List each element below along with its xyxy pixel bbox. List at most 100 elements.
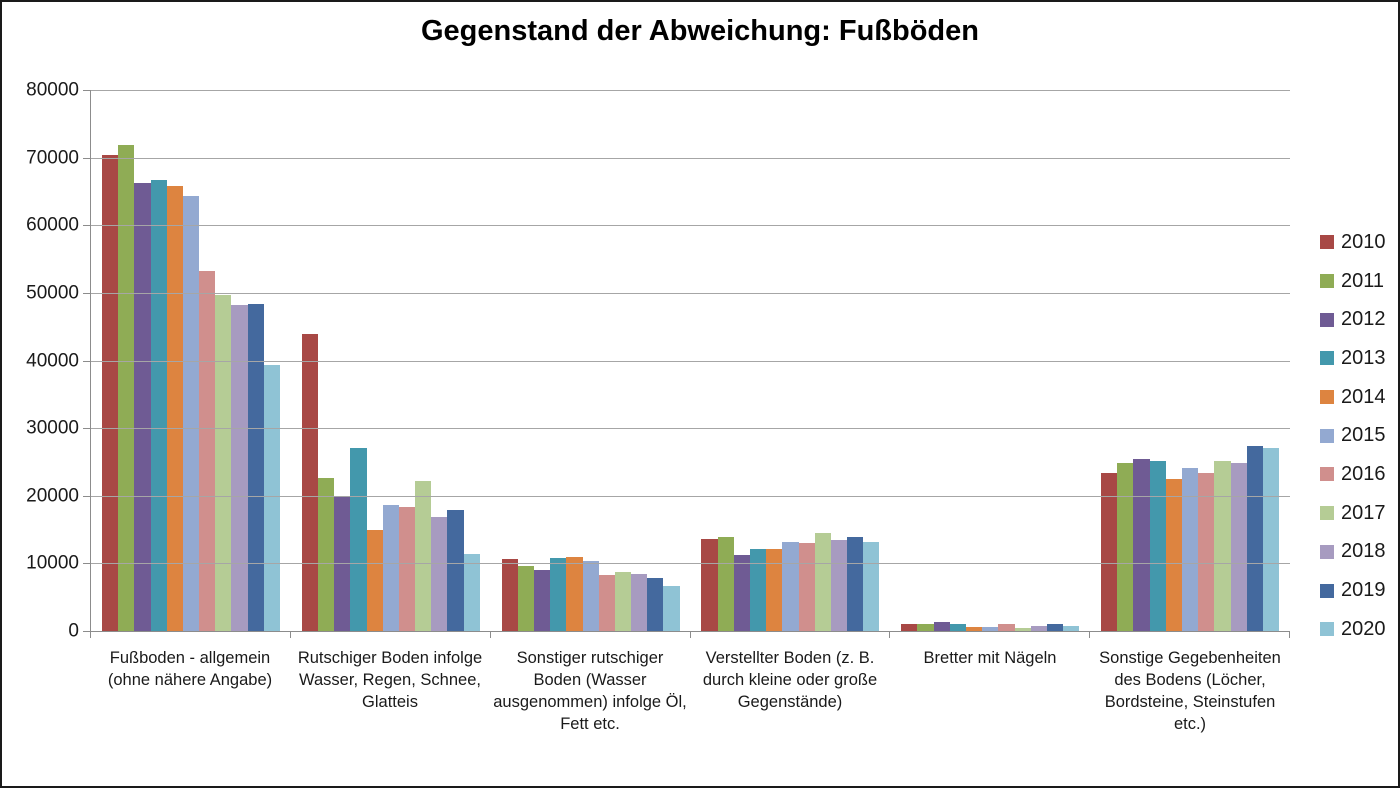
bar-2013 — [150, 179, 167, 631]
bar-2018 — [631, 574, 648, 631]
legend-label: 2020 — [1341, 617, 1386, 640]
y-axis-tick-label: 80000 — [26, 79, 79, 101]
x-axis-tick — [689, 631, 691, 638]
x-axis-tick — [1089, 631, 1091, 638]
bar-2013 — [350, 448, 367, 631]
bar-2010 — [901, 623, 918, 631]
bar-2014 — [766, 549, 783, 631]
bar-2012 — [1133, 458, 1150, 631]
y-axis-tick-label: 60000 — [26, 214, 79, 236]
legend-item-2016: 2016 — [1320, 455, 1386, 494]
legend-swatch-icon — [1320, 312, 1334, 327]
legend: 2010 2011 2012 2013 2014 2015 2016 2017 2018 2019… — [1320, 223, 1386, 649]
legend-label: 2018 — [1341, 540, 1386, 563]
legend-swatch-icon — [1320, 390, 1334, 405]
legend-swatch-icon — [1320, 506, 1334, 521]
y-axis-tick-label: 70000 — [26, 147, 79, 169]
category-label: Fußboden - allgemein (ohne nähere Angabe… — [107, 649, 273, 689]
bar-2017 — [814, 532, 831, 631]
legend-label: 2017 — [1341, 501, 1386, 524]
bar-2016 — [199, 271, 216, 631]
legend-label: 2010 — [1341, 230, 1386, 253]
y-axis-tick — [83, 90, 91, 91]
x-axis-tick — [289, 631, 291, 638]
y-axis-tick-label: 10000 — [26, 552, 79, 574]
y-axis-tick-label: 40000 — [26, 350, 79, 371]
legend-label: 2012 — [1341, 308, 1386, 331]
legend-item-2020: 2020 — [1320, 610, 1386, 649]
x-axis-tick — [889, 631, 891, 638]
x-axis-tick — [90, 631, 91, 638]
bar-2011 — [917, 624, 934, 631]
x-axis-category-labels: Fußboden - allgemein (ohne nähere Angabe… — [90, 648, 1290, 736]
bar-2017 — [1014, 627, 1031, 631]
bar-2019 — [647, 578, 664, 631]
bar-2015 — [582, 560, 599, 631]
bar-group — [491, 90, 691, 631]
y-axis-tick-label: 50000 — [26, 282, 79, 304]
bar-groups — [91, 90, 1290, 631]
legend-label: 2019 — [1341, 579, 1386, 602]
bar-2016 — [798, 543, 815, 631]
bar-2013 — [750, 549, 767, 631]
x-axis-tick — [489, 631, 491, 638]
y-axis-tick — [83, 428, 91, 430]
bar-group — [890, 90, 1090, 631]
bar-2011 — [1117, 463, 1134, 631]
category-label: Bretter mit Nägeln — [923, 649, 1057, 667]
gridline — [91, 563, 1290, 565]
bar-2011 — [118, 145, 135, 631]
gridline — [91, 495, 1290, 497]
legend-swatch-icon — [1320, 622, 1334, 637]
bar-2010 — [1101, 472, 1118, 631]
x-axis-tick — [1289, 631, 1290, 638]
category-label: Rutschiger Boden infolge Wasser, Regen, … — [297, 649, 483, 711]
bar-2019 — [847, 537, 864, 631]
legend-swatch-icon — [1320, 351, 1334, 366]
legend-item-2014: 2014 — [1320, 378, 1386, 417]
y-axis-tick — [83, 563, 91, 565]
bar-2017 — [215, 294, 232, 631]
bar-2016 — [998, 623, 1015, 631]
legend-item-2019: 2019 — [1320, 571, 1386, 610]
bar-2018 — [830, 540, 848, 631]
bar-2011 — [318, 477, 335, 631]
bar-2014 — [1165, 478, 1182, 631]
bar-2010 — [701, 539, 718, 631]
bar-2013 — [550, 557, 567, 631]
bar-2020 — [1262, 447, 1280, 631]
bar-2015 — [182, 196, 200, 631]
bar-2019 — [1046, 623, 1064, 631]
legend-swatch-icon — [1320, 274, 1334, 289]
bar-group — [91, 90, 291, 631]
bar-2020 — [663, 585, 680, 631]
bar-2015 — [382, 505, 399, 631]
legend-item-2017: 2017 — [1320, 494, 1386, 533]
category-label: Sonstige Gegebenheiten des Bodens (Löche… — [1099, 649, 1281, 733]
legend-item-2018: 2018 — [1320, 533, 1386, 572]
bar-2010 — [301, 334, 318, 631]
bar-2019 — [447, 509, 464, 631]
bar-2015 — [782, 542, 799, 631]
bar-2019 — [247, 304, 264, 631]
legend-item-2013: 2013 — [1320, 339, 1386, 378]
bar-2019 — [1246, 445, 1263, 631]
y-axis-tick — [83, 225, 91, 227]
legend-swatch-icon — [1320, 583, 1334, 598]
legend-swatch-icon — [1320, 235, 1334, 250]
bar-2015 — [1182, 468, 1199, 631]
y-axis-tick-label: 20000 — [26, 485, 79, 507]
bar-2018 — [1230, 462, 1247, 631]
y-axis-tick — [83, 495, 91, 497]
gridline — [91, 428, 1290, 430]
bar-2016 — [398, 506, 416, 631]
plot-area: 0 10000 20000 30000 40000 50000 60000 70000 8000… — [26, 81, 1290, 641]
bar-2012 — [733, 555, 750, 631]
bar-2017 — [1214, 460, 1231, 631]
bar-group — [1090, 90, 1290, 631]
legend-item-2010: 2010 — [1320, 223, 1386, 262]
bar-2011 — [517, 566, 534, 631]
gridline — [91, 157, 1290, 159]
bar-2018 — [231, 305, 248, 631]
bar-2020 — [1063, 625, 1080, 631]
